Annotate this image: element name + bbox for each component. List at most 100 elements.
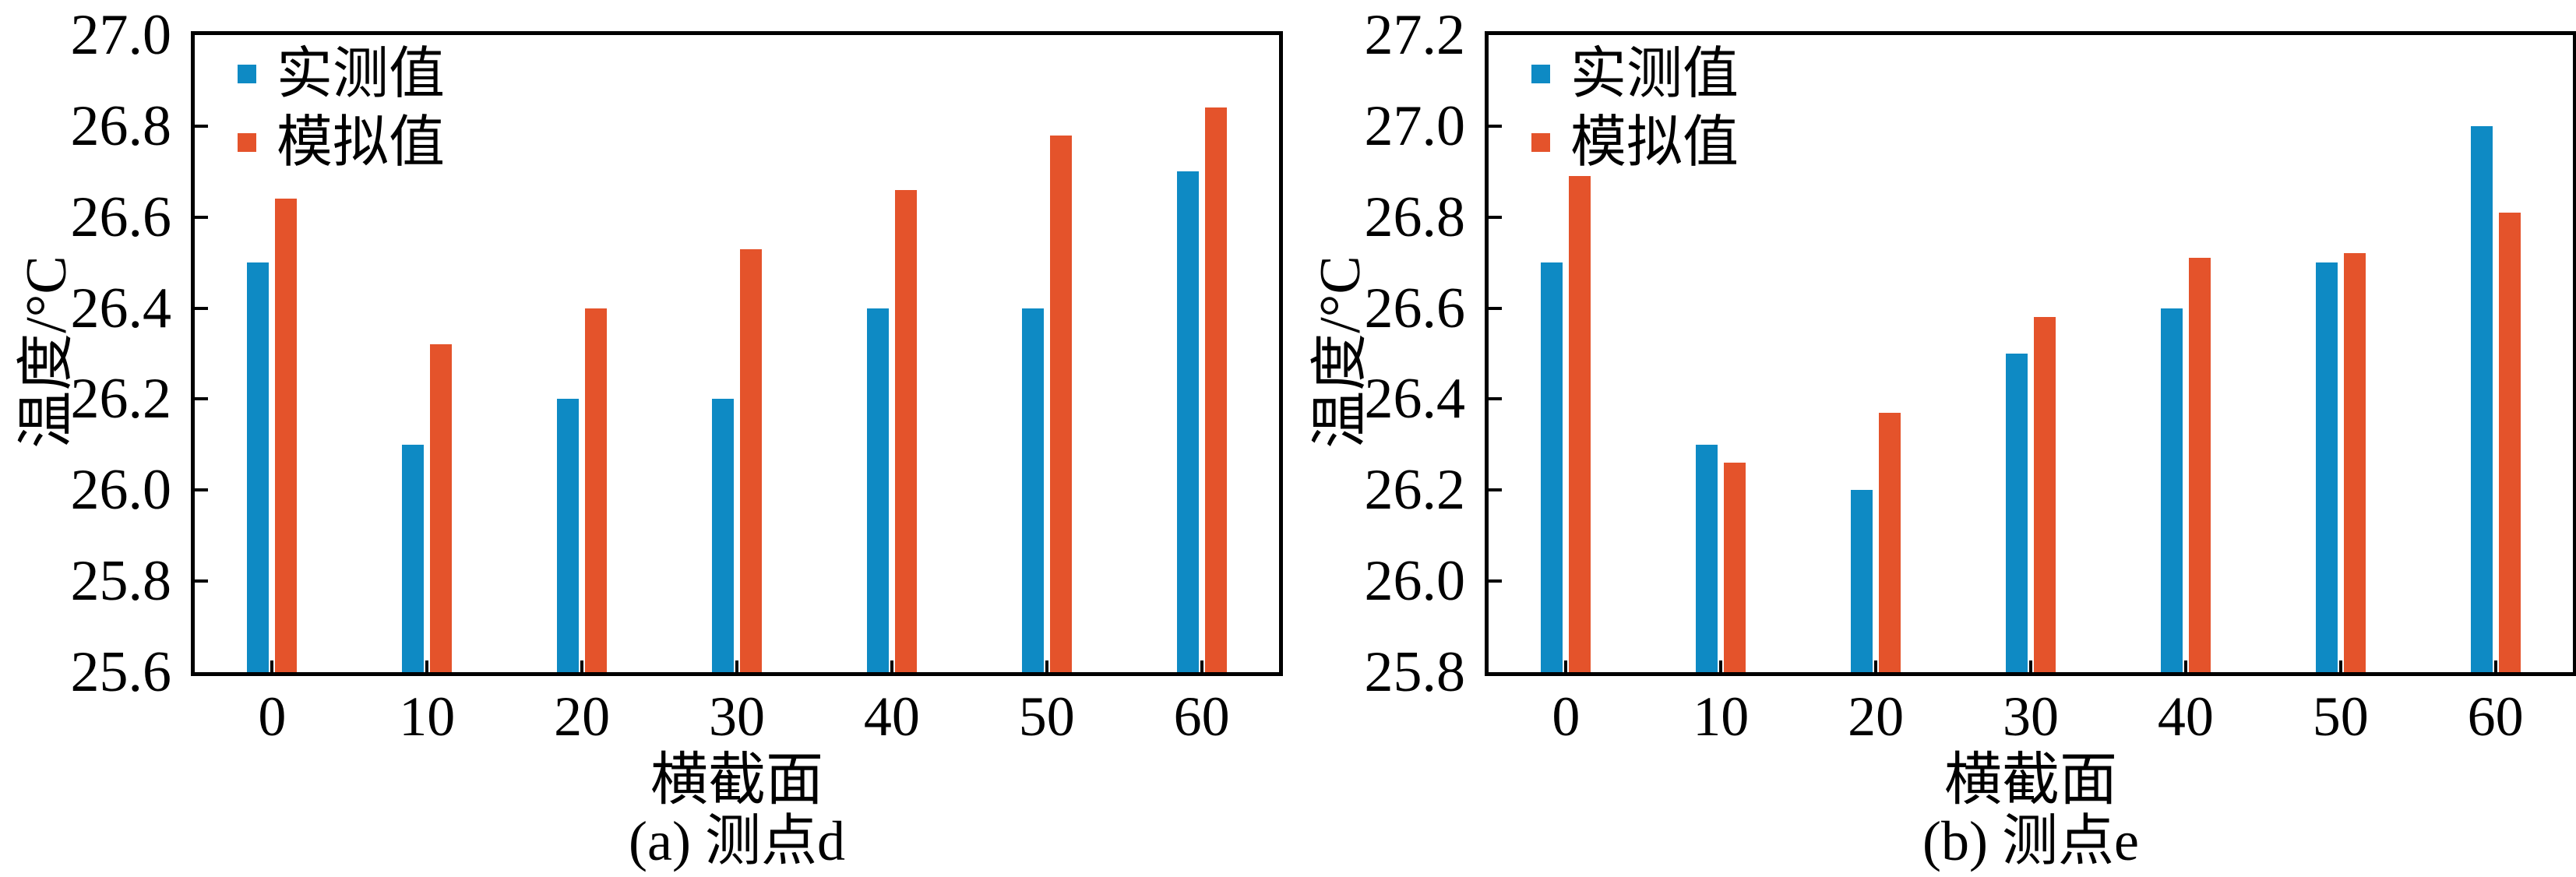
y-tick-mark [195, 215, 208, 219]
y-tick-mark [195, 306, 208, 310]
legend-swatch-measured-icon [1531, 65, 1550, 83]
bar-simulated-x60 [1204, 107, 1227, 672]
x-tick-label: 0 [258, 685, 287, 748]
bar-measured-x30 [2006, 354, 2028, 672]
x-tick-mark [2493, 660, 2497, 672]
x-tick-label: 50 [1018, 685, 1075, 748]
bar-simulated-x30 [740, 248, 762, 672]
y-tick-label: 25.8 [1364, 640, 1466, 704]
legend-swatch-simulated-icon [1531, 133, 1550, 152]
x-tick-mark [1200, 660, 1203, 672]
y-tick-label: 26.4 [1364, 367, 1466, 431]
y-tick-label: 26.4 [70, 276, 172, 340]
x-tick-mark [2029, 660, 2032, 672]
legend: 实测值 模拟值 [238, 40, 445, 177]
y-tick-label: 26.8 [1364, 185, 1466, 249]
legend-item-measured: 实测值 [1531, 40, 1739, 108]
bar-simulated-x0 [275, 199, 298, 672]
bar-measured-x50 [1021, 308, 1044, 672]
x-tick-mark [735, 660, 738, 672]
bar-measured-x60 [2470, 125, 2493, 672]
y-tick-mark [1489, 306, 1502, 310]
x-tick-mark [1719, 660, 1723, 672]
y-tick-label: 26.2 [70, 367, 172, 431]
bar-measured-x10 [1696, 444, 1718, 672]
x-tick-label: 10 [1693, 685, 1750, 748]
x-tick-mark [425, 660, 429, 672]
bar-simulated-x50 [1049, 135, 1072, 672]
legend-label-measured: 实测值 [277, 43, 446, 105]
bar-measured-x40 [866, 308, 889, 672]
legend-item-measured: 实测值 [238, 40, 445, 108]
y-tick-label: 26.8 [70, 93, 172, 158]
bar-simulated-x20 [1879, 412, 1901, 672]
x-tick-mark [1874, 660, 1878, 672]
x-tick-label: 20 [554, 685, 611, 748]
subplot-caption: (a) 测点d [629, 810, 845, 872]
y-tick-label: 25.6 [70, 640, 172, 704]
legend: 实测值 模拟值 [1531, 40, 1739, 177]
x-tick-mark [1564, 660, 1568, 672]
legend-item-simulated: 模拟值 [238, 108, 445, 177]
bar-measured-x40 [2160, 308, 2183, 672]
y-tick-mark [195, 124, 208, 128]
bar-measured-x30 [712, 399, 734, 672]
x-tick-mark [2338, 660, 2342, 672]
x-tick-label: 40 [2157, 685, 2214, 748]
bars-layer [1489, 35, 2573, 672]
bar-simulated-x10 [1724, 463, 1746, 672]
bar-simulated-x20 [585, 308, 608, 672]
y-tick-mark [1489, 124, 1502, 128]
bar-measured-x50 [2315, 262, 2338, 672]
subplot-caption: (b) 测点e [1922, 810, 2139, 872]
x-tick-mark [890, 660, 893, 672]
bar-measured-x0 [247, 262, 270, 672]
x-tick-label: 30 [2003, 685, 2059, 748]
x-tick-label: 30 [709, 685, 765, 748]
x-tick-label: 20 [1848, 685, 1905, 748]
x-tick-mark [1045, 660, 1048, 672]
y-tick-label: 25.8 [70, 549, 172, 614]
bar-simulated-x10 [430, 344, 453, 672]
legend-swatch-simulated-icon [238, 133, 256, 152]
bar-measured-x20 [1851, 490, 1873, 672]
legend-label-simulated: 模拟值 [1570, 111, 1739, 174]
y-tick-label: 27.0 [1364, 93, 1466, 158]
y-tick-label: 26.6 [70, 185, 172, 249]
x-axis-title: 横截面 [1944, 748, 2117, 812]
y-tick-label: 26.6 [1364, 276, 1466, 340]
bar-measured-x10 [402, 444, 425, 672]
bar-simulated-x50 [2343, 253, 2366, 672]
y-tick-label: 26.0 [70, 458, 172, 523]
x-tick-label: 60 [1173, 685, 1230, 748]
y-tick-mark [1489, 579, 1502, 583]
plot-area: 实测值 模拟值 [191, 31, 1283, 676]
legend-item-simulated: 模拟值 [1531, 108, 1739, 177]
bar-simulated-x0 [1569, 176, 1591, 672]
y-tick-mark [195, 397, 208, 401]
plot-area: 实测值 模拟值 [1485, 31, 2576, 676]
x-tick-label: 60 [2467, 685, 2524, 748]
bar-measured-x60 [1176, 171, 1199, 672]
y-tick-label: 26.0 [1364, 549, 1466, 614]
x-tick-label: 10 [399, 685, 456, 748]
x-tick-mark [2183, 660, 2187, 672]
legend-swatch-measured-icon [238, 65, 256, 83]
legend-label-measured: 实测值 [1570, 43, 1739, 105]
bar-measured-x0 [1541, 262, 1563, 672]
y-tick-label: 27.0 [70, 3, 172, 67]
x-tick-mark [270, 660, 274, 672]
y-tick-mark [195, 579, 208, 583]
bar-simulated-x40 [894, 189, 917, 672]
x-tick-label: 0 [1552, 685, 1580, 748]
x-axis-title: 横截面 [650, 748, 823, 812]
x-tick-mark [580, 660, 584, 672]
y-tick-mark [1489, 215, 1502, 219]
x-tick-label: 40 [863, 685, 920, 748]
y-tick-label: 27.2 [1364, 3, 1466, 67]
y-tick-label: 26.2 [1364, 458, 1466, 523]
bar-simulated-x60 [2498, 212, 2521, 672]
